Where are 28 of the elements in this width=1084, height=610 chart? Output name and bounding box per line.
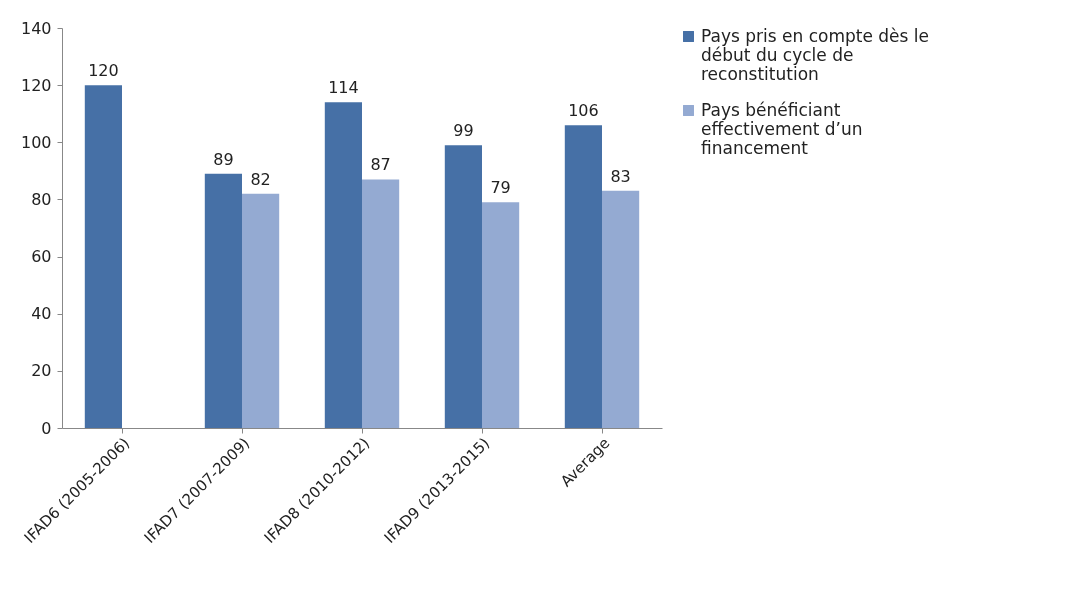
bar (242, 193, 280, 428)
y-tick-label: 40 (31, 304, 52, 324)
bar (564, 125, 602, 428)
y-tick-label: 20 (31, 361, 52, 381)
data-label: 83 (610, 166, 631, 186)
data-label: 120 (88, 61, 119, 81)
bar (602, 190, 640, 428)
y-tick-label: 100 (20, 132, 52, 152)
bar (444, 145, 482, 428)
bar (482, 202, 520, 428)
y-tick-label: 0 (41, 418, 52, 438)
data-label: 79 (490, 178, 511, 198)
y-tick-label: 140 (20, 18, 52, 38)
data-label: 89 (213, 149, 234, 169)
y-tick-label: 60 (31, 247, 52, 267)
y-tick-label: 80 (31, 189, 52, 209)
legend-label: Pays bénéficiant effectivement d’un financement (701, 99, 863, 158)
y-tick-label: 120 (20, 75, 52, 95)
bar (324, 102, 362, 428)
bar (84, 85, 122, 428)
legend-label: Pays pris en compte dès le début du cycle de reconstitution (701, 25, 929, 84)
bar (362, 179, 400, 428)
data-label: 106 (568, 101, 599, 121)
data-label: 87 (370, 155, 391, 175)
data-label: 114 (328, 78, 359, 98)
bar (204, 173, 242, 428)
data-label: 82 (250, 169, 271, 189)
data-label: 99 (453, 121, 474, 141)
